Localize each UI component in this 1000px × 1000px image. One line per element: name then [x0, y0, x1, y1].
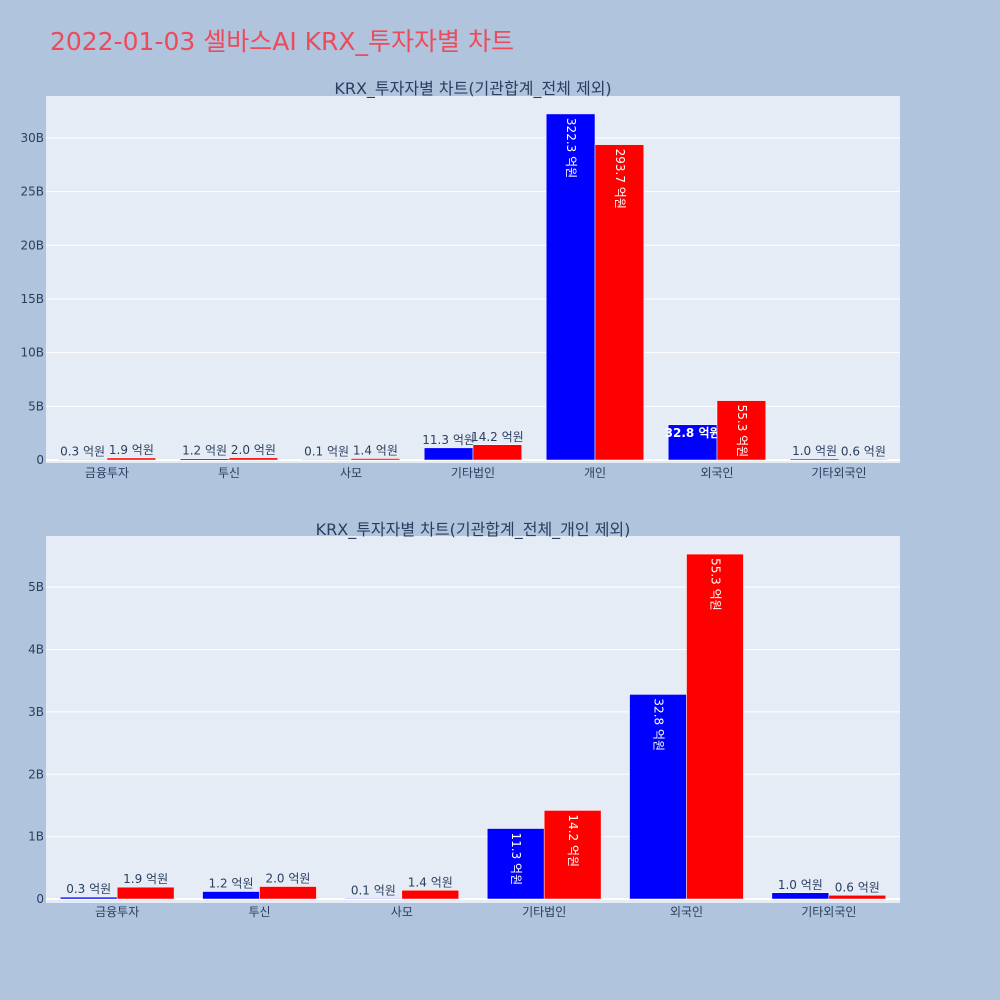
bar [57, 459, 108, 461]
bar-value-label: 1.4 억원 [408, 875, 453, 889]
bar-value-label: 2.0 억원 [231, 443, 276, 457]
bar [667, 424, 718, 461]
bar [486, 828, 545, 900]
x-tick-label: 금융투자 [85, 466, 129, 480]
bar-value-label: 11.3 억원 [422, 433, 475, 447]
x-tick-label: 투신 [218, 466, 240, 480]
bar-value-label: 1.9 억원 [109, 443, 154, 457]
bar-value-label: 1.9 억원 [123, 872, 168, 886]
bar [838, 459, 889, 461]
bar-value-label: 0.3 억원 [66, 882, 111, 896]
bar [401, 890, 460, 900]
bar-value-label: 14.2 억원 [471, 430, 524, 444]
bar-value-label: 0.6 억원 [841, 444, 886, 458]
x-tick-label: 기타외국인 [801, 905, 856, 919]
bar [202, 891, 260, 900]
x-tick-label: 기타법인 [451, 466, 495, 480]
y-tick-label: 4B [28, 643, 44, 657]
x-tick-label: 외국인 [670, 905, 703, 919]
bar [789, 458, 840, 461]
x-tick-label: 금융투자 [95, 905, 139, 919]
bar-value-label: 0.3 억원 [60, 444, 105, 458]
bar-value-label: 1.2 억원 [209, 877, 254, 891]
bar [259, 886, 317, 900]
bar-value-label: 2.0 억원 [265, 872, 310, 886]
y-tick-label: 20B [20, 238, 44, 252]
bar [228, 457, 279, 461]
bar [344, 898, 403, 900]
x-tick-label: 투신 [248, 905, 270, 919]
bar [179, 458, 230, 461]
bar [543, 810, 602, 900]
x-tick-label: 개인 [584, 466, 606, 480]
y-tick-label: 2B [28, 767, 44, 781]
bar [350, 458, 401, 461]
bar-value-label: 1.2 억원 [182, 444, 227, 458]
bar-value-label: 55.3 억원 [708, 558, 722, 611]
y-tick-label: 0 [36, 453, 44, 467]
chart-top: 0 5B 10B 15B 20B 25B 30B KRX_투자자별 차트(기관합계_전체 제외… [20, 79, 900, 480]
bar-value-label: 0.1 억원 [304, 444, 349, 458]
x-tick-label: 사모 [391, 905, 413, 919]
bar-value-label: 322.3 억원 [564, 118, 578, 178]
bar [59, 896, 118, 900]
bar-value-label: 32.8 억원 [665, 426, 721, 440]
x-tick-label: 외국인 [700, 466, 733, 480]
bar [423, 447, 474, 461]
bar [301, 459, 352, 461]
bar-value-label: 1.0 억원 [792, 444, 837, 458]
plot-area [46, 96, 900, 463]
y-tick-label: 15B [20, 292, 44, 306]
bar [472, 444, 523, 461]
x-tick-label: 기타외국인 [811, 466, 866, 480]
bar [545, 113, 596, 461]
bar-value-label: 0.6 억원 [835, 880, 880, 894]
chart-bottom: 0 1B 2B 3B 4B 5B KRX_투자자별 차트(기관합계_전체_개인 제외) 금융투… [28, 520, 900, 919]
y-tick-label: 0 [36, 892, 44, 906]
bar-value-label: 14.2 억원 [566, 814, 580, 867]
bar-value-label: 1.4 억원 [353, 443, 398, 457]
chart-title: KRX_투자자별 차트(기관합계_전체_개인 제외) [316, 520, 631, 540]
x-tick-label: 사모 [340, 466, 362, 480]
y-tick-label: 25B [20, 185, 44, 199]
bar [771, 892, 830, 900]
chart-title: KRX_투자자별 차트(기관합계_전체 제외) [334, 79, 611, 99]
y-tick-label: 5B [28, 399, 44, 413]
bar [594, 144, 645, 461]
y-tick-label: 1B [28, 830, 44, 844]
bar [828, 895, 887, 900]
y-tick-label: 3B [28, 705, 44, 719]
bar [686, 553, 744, 900]
bar-value-label: 11.3 억원 [509, 833, 523, 886]
x-tick-label: 기타법인 [522, 905, 566, 919]
y-tick-label: 10B [20, 346, 44, 360]
bar [106, 457, 157, 461]
bar-value-label: 32.8 억원 [652, 698, 666, 751]
y-tick-label: 5B [28, 580, 44, 594]
bar [716, 400, 767, 461]
bar [116, 886, 175, 900]
page-title: 2022-01-03 셀바스AI KRX_투자자별 차트 [50, 27, 514, 56]
bar-value-label: 0.1 억원 [351, 883, 396, 897]
y-tick-label: 30B [20, 131, 44, 145]
bar [629, 694, 687, 900]
bar-value-label: 1.0 억원 [778, 878, 823, 892]
bar-value-label: 55.3 억원 [735, 405, 749, 458]
bar-value-label: 293.7 억원 [613, 149, 627, 209]
plot-area [46, 536, 900, 903]
